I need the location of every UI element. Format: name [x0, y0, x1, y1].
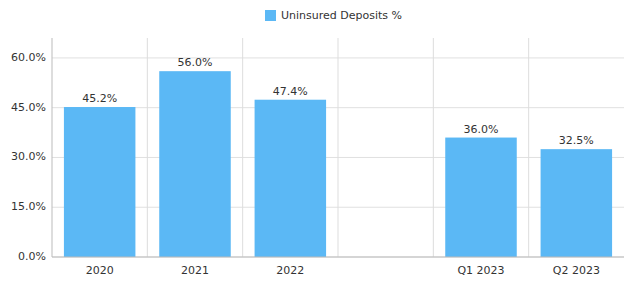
y-tick-label: 45.0% — [11, 101, 46, 114]
grid-line — [52, 257, 624, 258]
column-divider — [147, 38, 148, 257]
x-tick-label: Q1 2023 — [457, 264, 504, 277]
legend: Uninsured Deposits % — [265, 9, 402, 22]
data-label: 45.2% — [82, 92, 117, 105]
x-tick-label: Q2 2023 — [553, 264, 600, 277]
bar — [445, 138, 517, 257]
legend-swatch — [265, 10, 276, 21]
y-tick-label: 0.0% — [18, 250, 46, 263]
data-labels: 45.2% 56.0% 47.4% 36.0% 32.5% — [82, 56, 594, 147]
y-tick-label: 60.0% — [11, 51, 46, 64]
data-label: 56.0% — [178, 56, 213, 69]
chart-container: 0.0% 15.0% 30.0% 45.0% 60.0% 45.2% 56.0% 47.4% 3… — [0, 0, 640, 287]
y-tick-label: 30.0% — [11, 150, 46, 163]
bar — [159, 71, 231, 257]
column-divider — [242, 38, 243, 257]
legend-label: Uninsured Deposits % — [281, 9, 402, 22]
column-divider — [338, 38, 339, 257]
bars — [64, 71, 612, 257]
chart-svg: 0.0% 15.0% 30.0% 45.0% 60.0% 45.2% 56.0% 47.4% 3… — [0, 0, 640, 287]
x-axis-line — [52, 257, 624, 258]
data-label: 32.5% — [559, 134, 594, 147]
y-tick-label: 15.0% — [11, 200, 46, 213]
column-divider — [528, 38, 529, 257]
data-label: 47.4% — [273, 85, 308, 98]
y-axis-line — [52, 38, 53, 257]
bar — [541, 149, 613, 257]
bar — [64, 107, 136, 257]
x-tick-label: 2022 — [276, 264, 304, 277]
x-tick-label: 2020 — [86, 264, 114, 277]
x-tick-label: 2021 — [181, 264, 209, 277]
column-divider — [433, 38, 434, 257]
data-label: 36.0% — [464, 123, 499, 136]
bar — [255, 100, 326, 257]
